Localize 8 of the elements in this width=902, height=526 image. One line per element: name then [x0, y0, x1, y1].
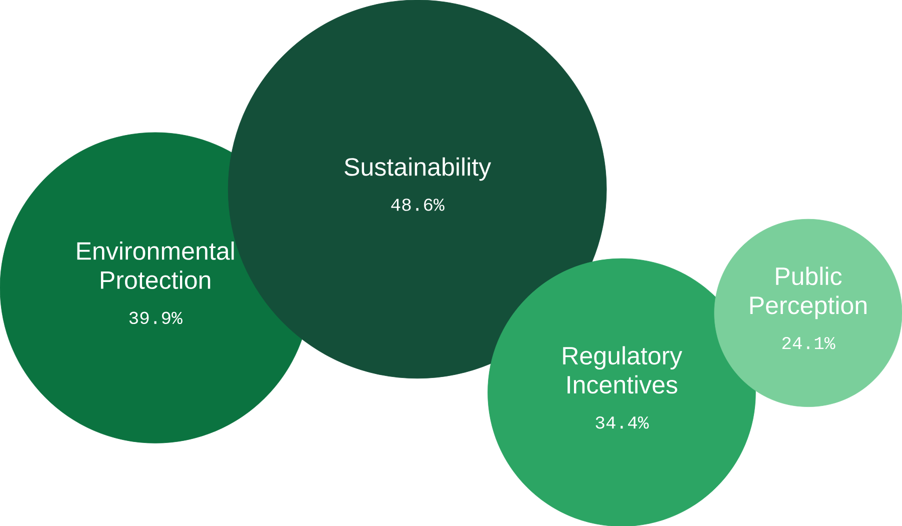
- category-label: Sustainability: [344, 157, 492, 181]
- data-label: 34.4%: [596, 416, 649, 429]
- data-label: 39.9%: [129, 312, 182, 324]
- category-label: Regulatory Incentives: [563, 346, 682, 394]
- category-label: Environmental Protection: [77, 241, 234, 289]
- data-label: 48.6%: [391, 198, 444, 211]
- data-label: 24.1%: [782, 336, 836, 349]
- category-label: Public Perception: [750, 266, 866, 319]
